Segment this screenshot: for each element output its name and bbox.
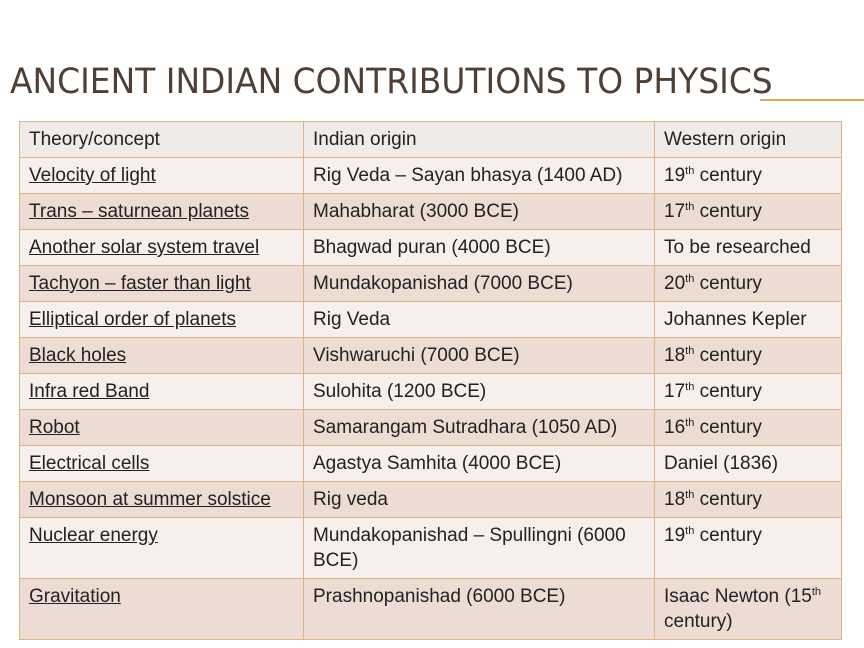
ordinal-suffix: th [685,165,695,177]
western-origin-cell: 20th century [654,265,842,302]
table-row: Velocity of light Rig Veda – Sayan bhasya… [19,157,842,194]
ordinal-suffix: th [685,345,695,357]
western-origin-cell: 17th century [654,373,842,410]
western-origin-suffix-text: century [694,381,762,402]
western-origin-text: 17 [664,201,686,222]
concept-link[interactable]: Elliptical order of planets [29,309,236,330]
western-origin-text: 16 [664,417,686,438]
western-origin-suffix-text: century [694,165,762,186]
table-row: Nuclear energy Mundakopanishad – Spulling… [19,517,842,579]
western-origin-text: 20 [664,273,686,294]
concept-link[interactable]: Electrical cells [29,453,150,474]
western-origin-text: Daniel (1836) [664,453,779,474]
western-origin-text: 18 [664,345,686,366]
ordinal-suffix: th [685,525,695,537]
ordinal-suffix: th [685,201,695,213]
ordinal-suffix: th [685,381,695,393]
western-origin-cell: 19th century [654,517,842,579]
ordinal-suffix: th [811,586,822,598]
table-row: Another solar system travel Bhagwad puran… [19,229,842,266]
western-origin-text: To be researched [664,237,811,258]
table-row: Tachyon – faster than light Mundakopanish… [19,265,842,302]
concept-link[interactable]: Tachyon – faster than light [29,273,251,294]
concept-cell: Black holes [19,337,304,374]
concept-link[interactable]: Black holes [29,345,127,366]
indian-origin-cell: Vishwaruchi (7000 BCE) [303,337,655,374]
table-row: Black holes Vishwaruchi (7000 BCE) 18th ce… [19,337,842,374]
concept-link[interactable]: Another solar system travel [29,237,260,258]
concept-cell: Tachyon – faster than light [19,265,304,302]
western-origin-cell: 18th century [654,337,842,374]
western-origin-text: Johannes Kepler [664,309,807,330]
western-origin-text: 19 [664,165,686,186]
table-row: Infra red Band Sulohita (1200 BCE) 17th ce… [19,373,842,410]
table-row: Electrical cells Agastya Samhita (4000 BC… [19,445,842,482]
concept-cell: Trans – saturnean planets [19,193,304,230]
western-origin-text: Isaac Newton (15 [664,586,812,607]
western-origin-suffix-text: century [694,345,762,366]
table-row: Trans – saturnean planets Mahabharat (300… [19,193,842,230]
indian-origin-cell: Rig Veda [303,301,655,338]
western-origin-cell: Daniel (1836) [654,445,842,482]
indian-origin-cell: Sulohita (1200 BCE) [303,373,655,410]
indian-origin-cell: Bhagwad puran (4000 BCE) [303,229,655,266]
concept-cell: Infra red Band [19,373,304,410]
concept-cell: Nuclear energy [19,517,304,579]
table-row: Elliptical order of planets Rig Veda Johan… [19,301,842,338]
physics-contributions-table: Theory/concept Indian origin Western ori… [19,121,842,640]
western-origin-cell: Isaac Newton (15th century) [654,578,842,640]
indian-origin-cell: Samarangam Sutradhara (1050 AD) [303,409,655,446]
western-origin-cell: 16th century [654,409,842,446]
header-theory-concept: Theory/concept [19,121,304,158]
ordinal-suffix: th [685,417,695,429]
concept-link[interactable]: Gravitation [29,586,121,607]
table-row: Gravitation Prashnopanishad (6000 BCE) Isa… [19,578,842,640]
western-origin-suffix-text: century [694,417,762,438]
concept-cell: Another solar system travel [19,229,304,266]
concept-link[interactable]: Infra red Band [29,381,150,402]
concept-link[interactable]: Nuclear energy [29,525,158,546]
concept-cell: Velocity of light [19,157,304,194]
header-indian-origin: Indian origin [303,121,655,158]
western-origin-cell: 19th century [654,157,842,194]
concept-cell: Monsoon at summer solstice [19,481,304,518]
indian-origin-cell: Agastya Samhita (4000 BCE) [303,445,655,482]
indian-origin-cell: Mundakopanishad – Spullingni (6000 BCE) [303,517,655,579]
western-origin-suffix-text: century [694,273,762,294]
western-origin-suffix-text: century [694,525,762,546]
western-origin-cell: To be researched [654,229,842,266]
concept-link[interactable]: Trans – saturnean planets [29,201,250,222]
table-header-row: Theory/concept Indian origin Western ori… [19,121,842,158]
indian-origin-cell: Rig Veda – Sayan bhasya (1400 AD) [303,157,655,194]
western-origin-text: 19 [664,525,686,546]
indian-origin-cell: Mahabharat (3000 BCE) [303,193,655,230]
concept-link[interactable]: Monsoon at summer solstice [29,489,271,510]
ordinal-suffix: th [685,273,695,285]
table-row: Robot Samarangam Sutradhara (1050 AD) 16th… [19,409,842,446]
western-origin-suffix-text: century [694,201,762,222]
slide-title: Ancient Indian contributions to Physics [10,62,773,102]
indian-origin-cell: Mundakopanishad (7000 BCE) [303,265,655,302]
western-origin-text: 17 [664,381,686,402]
western-origin-cell: Johannes Kepler [654,301,842,338]
western-origin-cell: 17th century [654,193,842,230]
header-western-origin: Western origin [654,121,842,158]
title-accent-rule [760,99,864,101]
concept-link[interactable]: Robot [29,417,80,438]
concept-cell: Robot [19,409,304,446]
table-row: Monsoon at summer solstice Rig veda 18th c… [19,481,842,518]
western-origin-cell: 18th century [654,481,842,518]
indian-origin-cell: Rig veda [303,481,655,518]
western-origin-text: 18 [664,489,686,510]
concept-cell: Gravitation [19,578,304,640]
concept-cell: Elliptical order of planets [19,301,304,338]
concept-link[interactable]: Velocity of light [29,165,156,186]
concept-cell: Electrical cells [19,445,304,482]
western-origin-suffix-text: century [694,489,762,510]
ordinal-suffix: th [685,489,695,501]
western-origin-suffix-text: century) [664,611,733,632]
indian-origin-cell: Prashnopanishad (6000 BCE) [303,578,655,640]
